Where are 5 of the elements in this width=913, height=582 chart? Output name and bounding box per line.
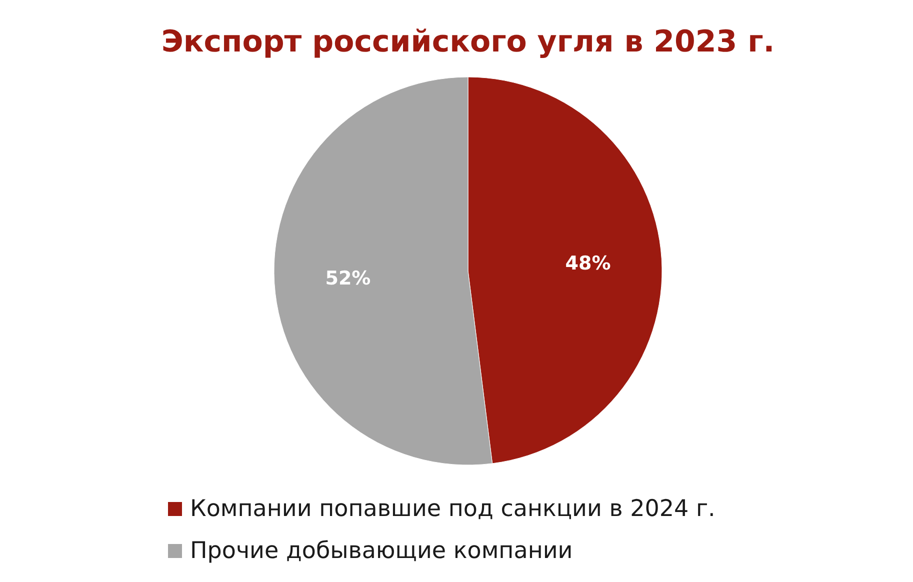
data-label: 48% (565, 252, 611, 274)
chart-title: Экспорт российского угля в 2023 г. (161, 24, 775, 60)
legend-label: Компании попавшие под санкции в 2024 г. (190, 496, 716, 522)
legend-label: Прочие добывающие компании (190, 538, 573, 564)
data-label: 52% (325, 268, 371, 290)
